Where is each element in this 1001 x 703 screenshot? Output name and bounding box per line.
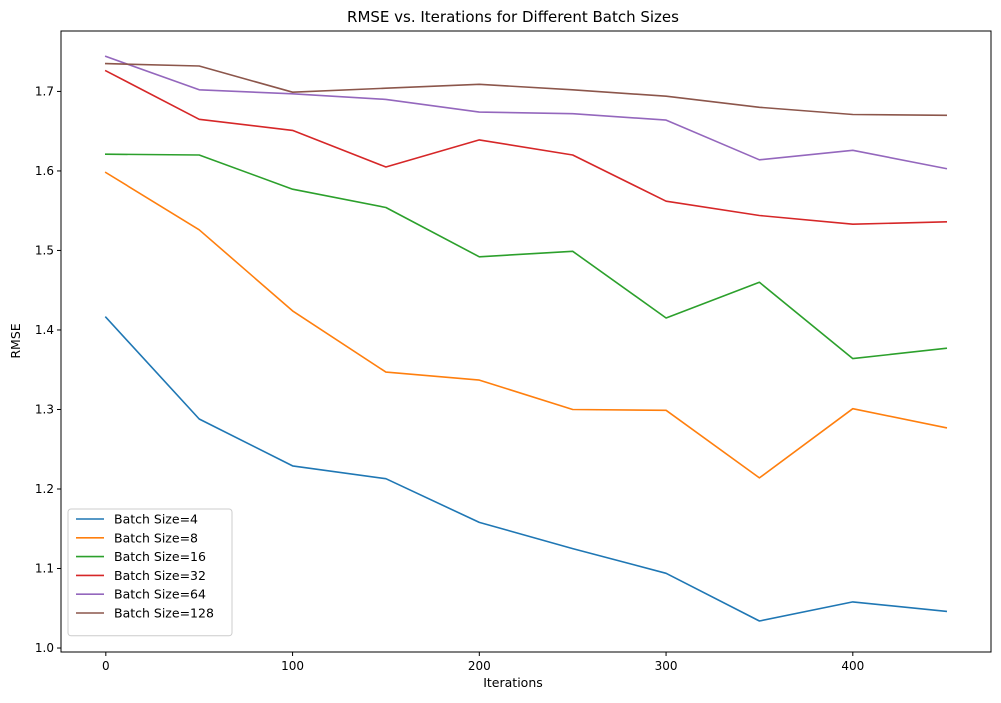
legend-label: Batch Size=8: [114, 530, 198, 545]
series-line-4: [104, 69, 948, 225]
y-tick-label: 1.1: [35, 562, 54, 576]
series-line-2: [104, 171, 948, 479]
x-tick-label: 200: [468, 659, 491, 673]
legend-label: Batch Size=128: [114, 606, 214, 621]
y-tick-label: 1.5: [35, 243, 54, 257]
plot-lines: [104, 55, 948, 622]
y-tick-label: 1.7: [35, 84, 54, 98]
series-line-1: [104, 316, 948, 622]
plot-frame: [60, 30, 992, 653]
legend-box: [67, 508, 233, 637]
y-axis-label: RMSE: [8, 323, 23, 358]
y-axis: 1.0 1.1 1.2 1.3 1.4 1.5 1.6 1.7: [35, 84, 61, 655]
series-line-3: [104, 153, 948, 360]
x-tick-label: 100: [281, 659, 304, 673]
legend: Batch Size=4 Batch Size=8 Batch Size=16 Bat…: [67, 508, 233, 637]
series-line-6: [104, 62, 948, 117]
x-axis-label: Iterations: [483, 675, 543, 690]
x-tick-label: 0: [102, 659, 110, 673]
chart-title: RMSE vs. Iterations for Different Batch …: [347, 8, 679, 26]
legend-label: Batch Size=64: [114, 587, 206, 602]
x-tick-label: 300: [655, 659, 678, 673]
x-tick-label: 400: [841, 659, 864, 673]
y-tick-label: 1.0: [35, 641, 54, 655]
legend-label: Batch Size=32: [114, 568, 206, 583]
x-axis: 0 100 200 300 400: [102, 652, 864, 673]
legend-label: Batch Size=4: [114, 512, 198, 527]
y-tick-label: 1.4: [35, 323, 54, 337]
y-tick-label: 1.6: [35, 164, 54, 178]
y-tick-label: 1.2: [35, 482, 54, 496]
y-tick-label: 1.3: [35, 402, 54, 416]
series-line-5: [104, 55, 948, 170]
legend-label: Batch Size=16: [114, 549, 206, 564]
